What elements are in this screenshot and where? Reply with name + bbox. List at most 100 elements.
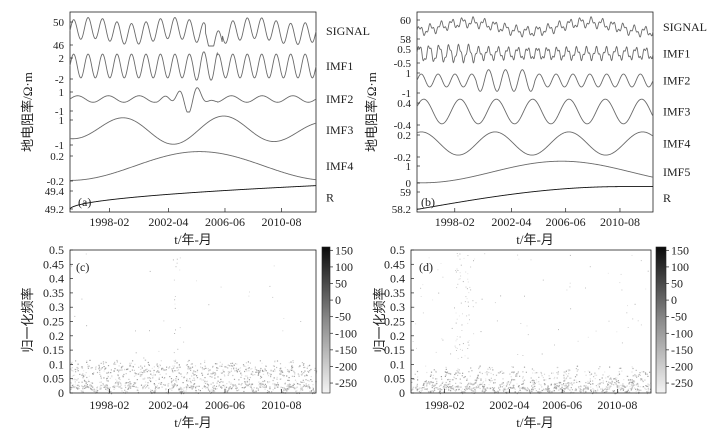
tf-point xyxy=(512,371,514,373)
tf-point xyxy=(580,389,582,391)
tf-point xyxy=(103,386,105,388)
tf-point xyxy=(470,389,472,391)
tf-point xyxy=(556,372,558,374)
tf-point xyxy=(220,385,222,388)
tf-point xyxy=(631,366,633,368)
tf-point xyxy=(263,386,265,388)
series-line-imf3 xyxy=(416,98,654,125)
tf-point xyxy=(616,386,618,388)
tf-point xyxy=(286,385,288,387)
tf-point xyxy=(256,369,258,371)
tf-point xyxy=(156,385,158,387)
tf-point xyxy=(421,387,423,389)
tf-point xyxy=(479,387,481,390)
tf-point xyxy=(254,368,256,370)
tf-point xyxy=(649,391,652,393)
tf-point xyxy=(96,386,99,388)
tf-point xyxy=(497,390,499,392)
tf-point xyxy=(524,387,526,389)
tf-point xyxy=(147,377,149,379)
panel-b: SIGNAL6058IMF10.5-0.5IMF21-1IMF30.4-0.4I… xyxy=(364,11,707,247)
tf-point xyxy=(565,383,567,385)
tf-point xyxy=(167,383,169,385)
tf-point xyxy=(294,373,296,375)
tf-point xyxy=(631,386,633,388)
tf-point xyxy=(459,378,461,380)
tf-point xyxy=(273,265,275,267)
tf-point xyxy=(71,369,73,372)
tf-point xyxy=(192,379,194,381)
tf-point xyxy=(512,386,515,388)
tf-point xyxy=(470,367,472,369)
tf-point xyxy=(96,371,99,374)
tf-point xyxy=(614,378,616,380)
tf-point xyxy=(558,386,560,388)
tf-point xyxy=(460,264,462,266)
tf-point xyxy=(216,382,218,384)
tf-point xyxy=(431,390,433,392)
tf-point xyxy=(250,385,252,387)
tf-point xyxy=(465,271,467,273)
tf-point xyxy=(126,368,128,371)
tf-point xyxy=(568,384,570,386)
tf-point xyxy=(589,374,591,376)
tf-point xyxy=(84,380,86,382)
tf-point xyxy=(477,384,479,386)
tf-point xyxy=(180,390,182,392)
tf-point xyxy=(173,352,175,354)
tf-point xyxy=(468,344,470,346)
tf-point xyxy=(602,382,604,384)
tf-point xyxy=(142,386,144,388)
tf-point xyxy=(567,388,569,391)
tf-point xyxy=(461,391,464,393)
tf-point xyxy=(196,280,197,282)
y-axis-label: 地电阻率/Ω·m xyxy=(20,72,35,152)
tf-point xyxy=(106,384,108,386)
tf-point xyxy=(83,375,85,378)
tf-point xyxy=(264,380,266,382)
tf-point xyxy=(412,341,414,342)
tf-point xyxy=(456,253,458,254)
tf-point xyxy=(586,388,588,390)
tf-point xyxy=(437,269,439,271)
tf-point xyxy=(436,378,438,380)
tf-point xyxy=(468,314,470,316)
tf-point xyxy=(242,364,245,366)
ytick-label: 49.4 xyxy=(45,186,65,198)
tf-point xyxy=(301,387,303,389)
tf-point xyxy=(567,369,569,371)
tf-point xyxy=(246,375,248,377)
tf-point xyxy=(533,382,536,384)
tf-point xyxy=(426,389,428,391)
tf-point xyxy=(592,383,594,385)
tf-point xyxy=(307,387,309,389)
tf-point xyxy=(309,390,311,392)
tf-point xyxy=(133,382,135,384)
tf-point xyxy=(288,369,290,371)
tf-point xyxy=(539,391,541,393)
tf-point xyxy=(135,330,136,332)
ytick-label: -2 xyxy=(55,74,64,86)
tf-point xyxy=(570,387,572,389)
tf-point xyxy=(631,371,633,373)
tf-point xyxy=(212,391,214,393)
tf-point xyxy=(186,388,188,390)
tf-point xyxy=(77,367,79,369)
tf-point xyxy=(637,385,639,387)
tf-point xyxy=(415,387,417,389)
tf-point xyxy=(531,380,533,382)
tf-point xyxy=(258,373,260,375)
tf-point xyxy=(532,386,534,388)
tf-point xyxy=(107,371,110,373)
tf-point xyxy=(229,382,231,384)
tf-point xyxy=(133,383,135,386)
tf-point xyxy=(590,389,592,392)
tf-point xyxy=(127,382,129,384)
xtick-label: 2002-04 xyxy=(491,215,531,229)
tf-point xyxy=(249,376,251,379)
tf-point xyxy=(76,368,78,370)
tf-point xyxy=(467,348,469,349)
tf-point xyxy=(207,373,209,375)
tf-point xyxy=(143,370,145,373)
tf-point xyxy=(441,389,443,391)
